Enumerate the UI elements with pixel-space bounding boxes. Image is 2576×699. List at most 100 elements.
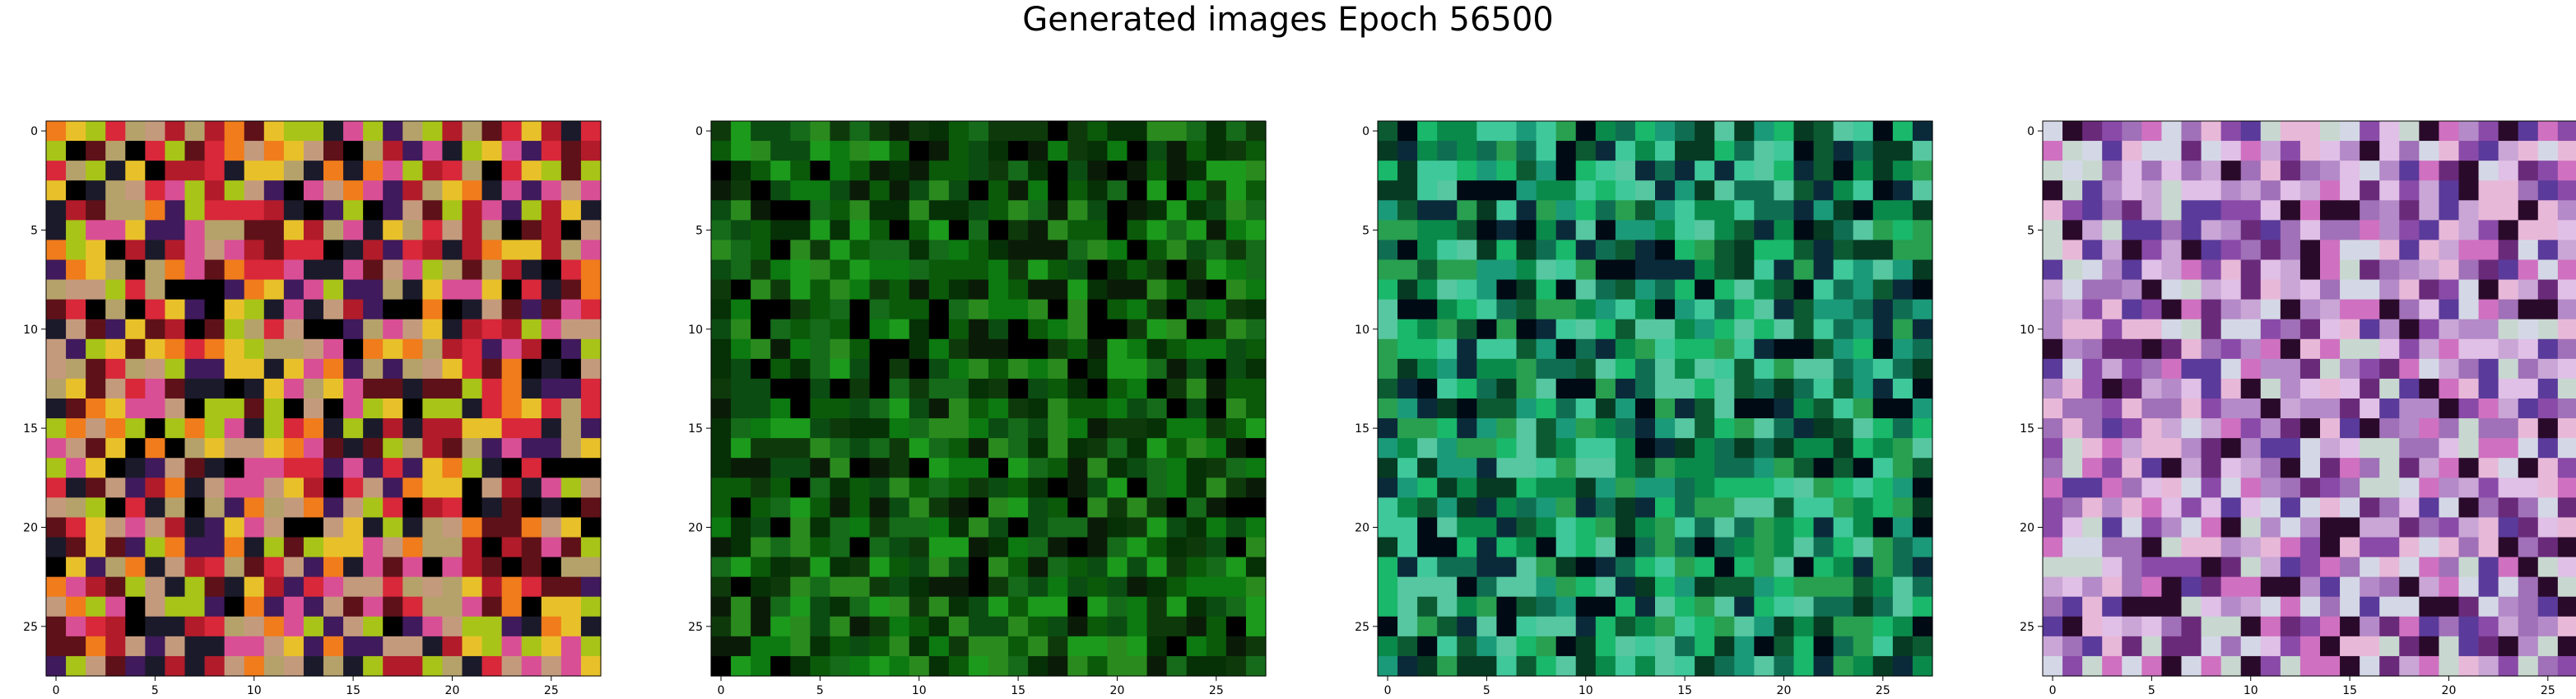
pixel xyxy=(402,557,423,578)
pixel xyxy=(1496,299,1518,320)
pixel xyxy=(2299,319,2321,340)
pixel xyxy=(2498,576,2519,598)
pixel xyxy=(2141,418,2163,439)
pixel xyxy=(2260,338,2281,360)
pixel-grid xyxy=(711,121,1267,677)
pixel xyxy=(1496,557,1518,578)
pixel xyxy=(751,438,771,459)
pixel xyxy=(1853,655,1874,677)
pixel xyxy=(1048,655,1068,677)
pixel xyxy=(2280,458,2301,478)
pixel xyxy=(521,636,542,657)
pixel xyxy=(1793,655,1815,677)
pixel xyxy=(1754,180,1775,201)
pixel xyxy=(1417,121,1438,142)
pixel xyxy=(1496,537,1518,558)
pixel xyxy=(1166,616,1188,637)
pixel xyxy=(1067,438,1088,459)
pixel xyxy=(1476,557,1498,578)
pixel xyxy=(1634,161,1656,181)
pixel xyxy=(1166,259,1188,281)
pixel xyxy=(303,497,324,519)
pixel xyxy=(343,378,364,399)
pixel xyxy=(541,180,562,201)
pixel xyxy=(1754,537,1775,558)
pixel xyxy=(422,636,444,657)
pixel xyxy=(968,517,989,538)
pixel xyxy=(1166,141,1188,161)
pixel xyxy=(1067,121,1088,142)
image-panel-1: 0 5 10 15 20 25 0 5 10 15 20 25 xyxy=(23,0,611,699)
pixel xyxy=(2379,259,2400,281)
pixel xyxy=(263,478,285,498)
pixel xyxy=(323,358,344,380)
pixel xyxy=(1655,259,1676,281)
pixel xyxy=(541,378,562,399)
pixel xyxy=(1912,279,1933,301)
pixel xyxy=(145,200,166,221)
pixel xyxy=(1397,636,1418,657)
pixel xyxy=(422,378,444,399)
pixel xyxy=(462,398,483,419)
pixel xyxy=(1028,121,1049,142)
pixel xyxy=(323,319,344,340)
pixel xyxy=(2260,478,2281,498)
pixel xyxy=(2340,121,2360,142)
pixel xyxy=(2478,180,2499,201)
pixel xyxy=(2220,497,2242,519)
pixel xyxy=(1595,655,1616,677)
pixel xyxy=(204,537,226,558)
pixel xyxy=(323,576,344,598)
pixel xyxy=(224,497,245,519)
pixel xyxy=(1575,240,1597,261)
pixel xyxy=(2379,596,2400,617)
pixel xyxy=(1028,557,1049,578)
pixel xyxy=(1872,636,1894,657)
pixel xyxy=(1555,259,1577,281)
pixel xyxy=(1166,121,1188,142)
pixel xyxy=(909,655,930,677)
pixel xyxy=(1206,180,1227,201)
pixel xyxy=(1695,259,1715,281)
pixel xyxy=(2379,418,2400,439)
pixel xyxy=(402,240,423,261)
pixel xyxy=(1457,141,1477,161)
pixel xyxy=(481,557,503,578)
pixel xyxy=(2537,517,2559,538)
pixel xyxy=(224,576,245,598)
pixel xyxy=(1166,596,1188,617)
pixel xyxy=(2082,517,2103,538)
pixel xyxy=(105,458,126,478)
pixel xyxy=(1675,180,1695,201)
pixel xyxy=(2122,537,2142,558)
pixel xyxy=(1634,517,1656,538)
pixel xyxy=(145,338,166,360)
pixel xyxy=(244,299,265,320)
pixel xyxy=(1634,240,1656,261)
pixel xyxy=(1536,319,1557,340)
pixel xyxy=(204,319,226,340)
pixel xyxy=(2181,319,2202,340)
pixel xyxy=(2557,319,2576,340)
pixel xyxy=(2161,418,2183,439)
pixel xyxy=(928,596,950,617)
pixel xyxy=(2320,596,2341,617)
pixel xyxy=(1186,398,1207,419)
pixel xyxy=(830,240,851,261)
pixel xyxy=(2220,299,2242,320)
pixel xyxy=(1067,220,1088,241)
pixel xyxy=(790,180,811,201)
pixel xyxy=(2102,220,2123,241)
pixel xyxy=(145,358,166,380)
pixel xyxy=(1675,537,1695,558)
pixel xyxy=(928,141,950,161)
pixel xyxy=(1437,537,1458,558)
pixel xyxy=(66,279,86,301)
pixel xyxy=(2122,338,2142,360)
pixel xyxy=(1496,378,1518,399)
pixel xyxy=(521,240,542,261)
pixel xyxy=(283,478,305,498)
pixel xyxy=(889,537,910,558)
pixel xyxy=(1813,121,1834,142)
pixel xyxy=(1146,478,1168,498)
